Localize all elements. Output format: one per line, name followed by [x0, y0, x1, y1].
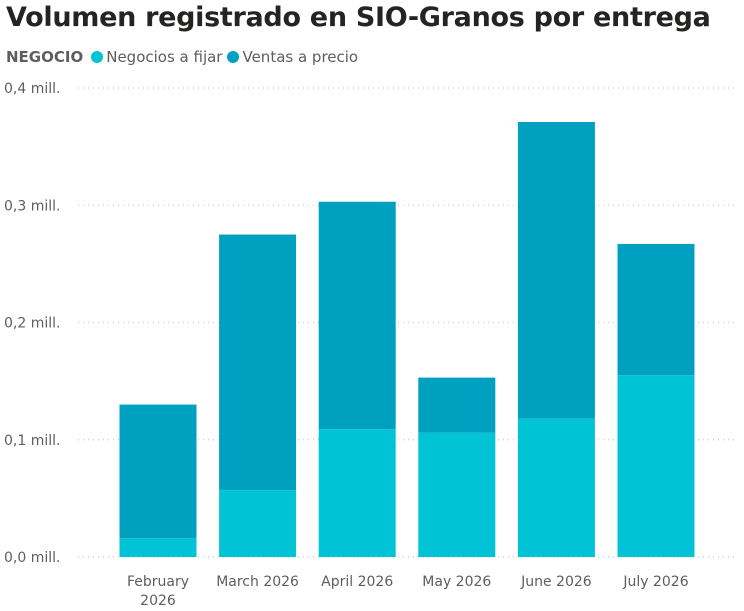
x-tick-label: July 2026 [622, 574, 688, 590]
bar-negocios-a-fijar[interactable] [517, 418, 595, 557]
bar-ventas-a-precio[interactable] [119, 404, 197, 539]
x-tick-label: June 2026 [520, 574, 592, 590]
x-tick-label: April 2026 [321, 574, 393, 590]
x-tick-label: May 2026 [422, 574, 491, 590]
legend-dot [227, 51, 240, 63]
bar-negocios-a-fijar[interactable] [418, 432, 496, 557]
y-tick-label: 0,4 mill. [4, 81, 60, 97]
legend-dot [91, 51, 104, 63]
legend: NEGOCIO Negocios a fijar Ventas a precio [6, 48, 363, 66]
bar-ventas-a-precio[interactable] [219, 234, 297, 491]
x-tick-label: February [127, 574, 189, 590]
bar-negocios-a-fijar[interactable] [219, 490, 297, 557]
bar-ventas-a-precio[interactable] [318, 201, 396, 430]
x-tick-label: 2026 [140, 593, 176, 609]
y-tick-label: 0,1 mill. [4, 433, 60, 449]
y-tick-label: 0,2 mill. [4, 316, 60, 332]
chart-title: Volumen registrado en SIO-Granos por ent… [6, 2, 711, 33]
bar-negocios-a-fijar[interactable] [318, 429, 396, 557]
bar-ventas-a-precio[interactable] [617, 243, 695, 376]
legend-item-negocios[interactable]: Negocios a fijar [91, 48, 222, 66]
x-tick-label: March 2026 [216, 574, 299, 590]
bar-negocios-a-fijar[interactable] [617, 375, 695, 557]
bar-ventas-a-precio[interactable] [517, 122, 595, 419]
legend-label: Ventas a precio [242, 48, 359, 66]
y-tick-label: 0,3 mill. [4, 198, 60, 214]
legend-label: Negocios a fijar [106, 48, 223, 66]
bar-negocios-a-fijar[interactable] [119, 538, 197, 557]
legend-item-ventas[interactable]: Ventas a precio [227, 48, 358, 66]
legend-title: NEGOCIO [6, 48, 84, 66]
y-tick-label: 0,0 mill. [4, 550, 60, 566]
bar-ventas-a-precio[interactable] [418, 377, 496, 433]
